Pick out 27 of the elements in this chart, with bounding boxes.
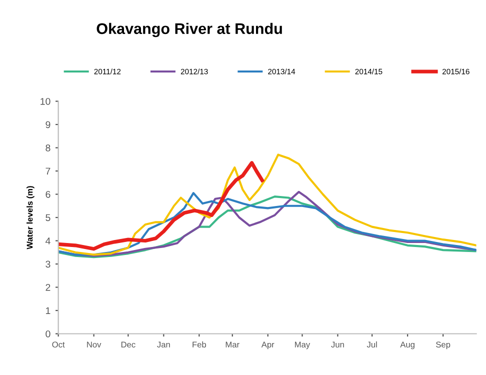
x-tick-label: Jun [331, 342, 344, 348]
x-tick-label: Dec [121, 342, 136, 348]
y-tick-label: 10 [40, 98, 50, 105]
y-tick-label: 9 [46, 121, 50, 128]
y-tick-label: 8 [46, 144, 50, 152]
y-tick-label: 5 [46, 214, 50, 222]
x-tick-label: May [295, 342, 310, 350]
y-tick-label: 4 [46, 238, 50, 244]
line-series [58, 161, 264, 251]
x-tick-label: Aug [400, 342, 414, 350]
chart-title: Okavango River at Rundu [96, 22, 282, 38]
x-tick-label: Oct [52, 342, 65, 348]
y-tick-label: 0 [46, 330, 50, 338]
x-tick-label: Apr [261, 342, 274, 350]
y-tick-label: 3 [46, 260, 50, 268]
x-tick-label: Nov [87, 342, 102, 348]
y-axis-title: Water levels (m) [26, 186, 34, 250]
y-tick-label: 6 [46, 190, 50, 198]
x-tick-label: Feb [192, 341, 206, 348]
y-tick-label: 7 [46, 168, 50, 175]
x-tick-label: Sep [436, 342, 450, 350]
x-tick-label: Jan [157, 342, 170, 348]
line-series [58, 154, 476, 256]
x-tick-label: Jul [366, 341, 377, 348]
y-tick-label: 1 [46, 307, 50, 314]
x-tick-label: Mar [226, 342, 240, 348]
y-tick-label: 2 [46, 284, 50, 291]
